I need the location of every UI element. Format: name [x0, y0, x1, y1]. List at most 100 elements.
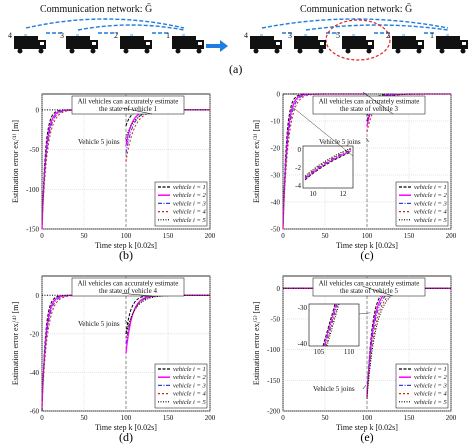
y-tick-label: -50 — [30, 146, 40, 154]
comm-link — [261, 18, 449, 29]
inset-x-tick: 105 — [314, 348, 325, 356]
inset-y-tick: -40 — [298, 340, 308, 348]
truck-wheel — [395, 48, 401, 54]
x-tick-label: 150 — [163, 414, 174, 422]
y-tick-label: -60 — [30, 408, 40, 416]
annotation-pointer — [121, 293, 153, 297]
annotation-line-1: All vehicles can accurately estimate — [319, 98, 420, 106]
x-axis-label: Time step k [0.02s] — [336, 241, 398, 250]
vehicle-label: 4 — [8, 31, 12, 40]
truck-wheel — [416, 48, 422, 54]
legend-entry: vehicle i = 1 — [173, 366, 206, 373]
inset-y-tick: -2 — [295, 164, 301, 172]
wifi-icon: ≈ — [130, 33, 134, 39]
truck-wheel — [297, 48, 303, 54]
truck-window — [92, 42, 96, 45]
inset-y-tick: -30 — [298, 304, 308, 312]
vehicle-joins-annotation: Vehicle 5 joins — [78, 138, 120, 146]
series-line-vehicle-4 — [41, 109, 210, 226]
y-tick-label: -30 — [271, 172, 281, 180]
y-tick-label: 0 — [36, 292, 40, 300]
annotation-line-1: All vehicles can accurately estimate — [319, 280, 420, 288]
y-tick-label: 0 — [277, 91, 281, 99]
x-tick-label: 0 — [281, 414, 285, 422]
annotation-line-2: the state of vehicle 3 — [340, 105, 398, 113]
vehicle-label: 1 — [166, 31, 170, 40]
x-tick-label: 200 — [205, 414, 216, 422]
y-axis-label: Estimation error exᵢ⁽¹⁾ [m] — [11, 120, 20, 203]
truck-wheel — [460, 48, 466, 54]
annotation-line-2: the state of vehicle 4 — [99, 287, 157, 295]
legend-entry: vehicle i = 4 — [414, 391, 447, 398]
legend-entry: vehicle i = 1 — [414, 184, 447, 191]
vehicle-label: 2 — [386, 31, 390, 40]
vehicle-label: 3 — [288, 31, 292, 40]
inset-y-tick: -4 — [295, 182, 301, 190]
legend-entry: vehicle i = 5 — [173, 217, 206, 224]
y-tick-label: -150 — [267, 377, 280, 385]
inset-x-tick: 10 — [310, 190, 318, 198]
vehicle-label: 2 — [114, 31, 118, 40]
legend-entry: vehicle i = 1 — [414, 366, 447, 373]
truck-body — [436, 36, 460, 49]
truck-body — [250, 36, 274, 49]
network-diagram: 4 ≈3 ≈2 ≈1 ≈4 ≈3 ≈5 ≈2 ≈1 ≈ — [8, 18, 468, 61]
truck-wheel — [69, 48, 75, 54]
x-tick-label: 100 — [362, 414, 373, 422]
y-axis-label: Estimation error exᵢ⁽⁴⁾ [m] — [11, 302, 20, 386]
annotation-pointer — [121, 107, 153, 115]
legend-entry: vehicle i = 3 — [173, 200, 206, 207]
legend — [154, 181, 208, 227]
annotation-line-1: All vehicles can accurately estimate — [78, 280, 179, 288]
legend-entry: vehicle i = 5 — [414, 217, 447, 224]
network-left-title: Communication network: Ḡ — [40, 3, 152, 15]
y-axis-label: Estimation error exᵢ⁽⁵⁾ [m] — [252, 302, 261, 386]
truck-wheel — [366, 48, 372, 54]
inset-pointer — [292, 107, 354, 157]
vehicle-label: 3 — [60, 31, 64, 40]
y-tick-label: -40 — [30, 369, 40, 377]
inset-x-tick: 110 — [344, 348, 355, 356]
truck-icon-left-2: 2 ≈ — [114, 31, 152, 54]
truck-wheel — [123, 48, 129, 54]
x-tick-label: 150 — [404, 232, 415, 240]
vehicle-joins-annotation: Vehicle 5 joins — [78, 320, 120, 328]
annotation-box — [71, 277, 185, 297]
truck-wheel — [318, 48, 324, 54]
joins-pointer — [362, 384, 367, 390]
truck-icon-right-1: 1 ≈ — [430, 31, 468, 54]
truck-window — [198, 42, 202, 45]
truck-body — [294, 36, 318, 49]
inset-series-line — [324, 303, 338, 347]
x-tick-label: 150 — [404, 414, 415, 422]
inset-series-line — [304, 151, 352, 181]
network-right: Communication network: Ḡ — [300, 3, 412, 15]
transition-arrow-icon — [206, 40, 228, 52]
comm-link — [25, 18, 185, 29]
x-tick-label: 0 — [40, 414, 44, 422]
panel-label-a: (a) — [229, 62, 242, 76]
truck-wheel — [175, 48, 181, 54]
comm-link — [77, 24, 185, 31]
x-tick-label: 150 — [163, 232, 174, 240]
legend-entry: vehicle i = 5 — [173, 399, 206, 406]
truck-window — [418, 42, 422, 45]
x-tick-label: 200 — [446, 414, 457, 422]
panel-label: (c) — [360, 248, 373, 262]
legend-entry: vehicle i = 4 — [173, 391, 206, 398]
annotation-box — [312, 277, 426, 297]
annotation-box — [71, 95, 185, 115]
legend-entry: vehicle i = 4 — [173, 209, 206, 216]
inset-y-tick: 0 — [298, 146, 302, 154]
truck-wheel — [90, 48, 96, 54]
truck-window — [40, 42, 44, 45]
annotation-box — [312, 95, 426, 115]
joins-pointer — [365, 137, 370, 143]
chart-panel-e: 0 50 100 150 200 -200 -150 -100 -50 0 Time step k … — [252, 275, 457, 444]
y-tick-label: -50 — [271, 226, 281, 234]
truck-wheel — [274, 48, 280, 54]
truck-wheel — [144, 48, 150, 54]
x-tick-label: 100 — [362, 232, 373, 240]
